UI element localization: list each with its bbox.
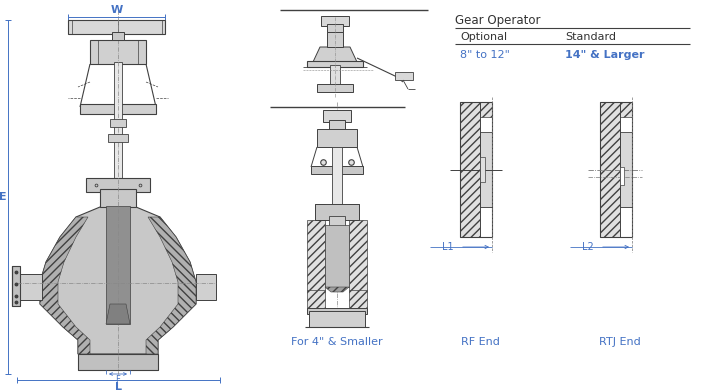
Bar (68, 20, 165, 34)
Bar (307, 220, 325, 292)
Text: 14" & Larger: 14" & Larger (565, 50, 644, 60)
Text: For 4" & Smaller: For 4" & Smaller (291, 337, 383, 347)
Bar (460, 102, 480, 237)
Bar (114, 62, 122, 182)
Bar (307, 308, 367, 314)
Bar (17, 274, 42, 300)
Polygon shape (313, 47, 357, 62)
Polygon shape (40, 207, 196, 354)
Text: L: L (115, 382, 122, 392)
Polygon shape (325, 287, 349, 292)
Bar (349, 220, 367, 292)
Text: RF End: RF End (461, 337, 499, 347)
Bar (317, 84, 353, 92)
Bar (100, 189, 136, 207)
Bar (349, 290, 367, 310)
Text: RTJ End: RTJ End (599, 337, 641, 347)
Bar (78, 354, 158, 370)
Bar (309, 311, 365, 327)
Bar (480, 102, 492, 117)
Bar (90, 40, 146, 64)
Text: Standard: Standard (565, 32, 616, 42)
Polygon shape (106, 304, 130, 324)
Text: E: E (0, 192, 7, 202)
Bar (620, 167, 624, 185)
Polygon shape (40, 217, 90, 354)
Bar (395, 72, 413, 80)
Bar (327, 32, 343, 47)
Text: 8" to 12": 8" to 12" (460, 50, 510, 60)
Bar (480, 157, 485, 182)
Bar (106, 206, 130, 324)
Bar (330, 65, 340, 87)
Bar (12, 266, 20, 306)
Bar (307, 290, 325, 310)
Bar (108, 134, 128, 142)
Bar (317, 129, 357, 147)
Bar (332, 147, 342, 207)
Bar (620, 132, 632, 207)
Polygon shape (146, 217, 196, 354)
Bar (78, 354, 158, 370)
Bar (325, 225, 349, 287)
Bar (86, 178, 150, 192)
Bar (349, 204, 359, 220)
Bar (80, 104, 156, 114)
Bar (600, 102, 620, 237)
Bar (480, 192, 492, 207)
Text: W: W (110, 5, 123, 15)
Text: F: F (116, 375, 121, 384)
Bar (480, 132, 492, 207)
Bar (196, 274, 216, 300)
Bar (329, 120, 345, 130)
Bar (315, 204, 325, 220)
Bar (311, 166, 363, 174)
Bar (307, 61, 363, 67)
Bar (12, 266, 20, 306)
Bar (321, 16, 349, 26)
Bar (329, 216, 345, 244)
Bar (620, 192, 632, 207)
Bar (323, 110, 351, 122)
Bar (327, 24, 343, 32)
Bar (620, 102, 632, 117)
Bar (112, 32, 124, 40)
Text: Optional: Optional (460, 32, 507, 42)
Bar (110, 119, 126, 127)
Text: L2: L2 (582, 242, 594, 252)
Bar (315, 204, 359, 220)
Text: L1: L1 (442, 242, 454, 252)
Text: Gear Operator: Gear Operator (455, 14, 540, 27)
